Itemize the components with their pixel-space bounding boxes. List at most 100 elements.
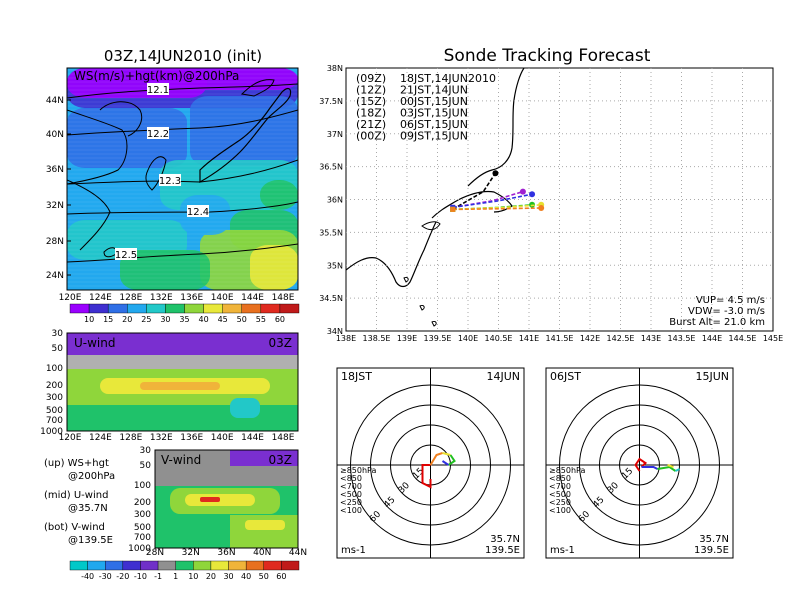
u-wind-label: U-wind xyxy=(74,336,115,350)
lat-tick-label: 44N xyxy=(46,96,64,106)
ws-scale-label: 15 xyxy=(103,315,113,324)
track-lat-label: 35.5N xyxy=(319,228,343,237)
ws-scale-label: 55 xyxy=(256,315,266,324)
u-level-label: 200 xyxy=(46,381,63,391)
hodo-trace xyxy=(442,452,451,456)
lon-tick-label: 124E xyxy=(89,433,112,443)
lat-tick-label: 36N xyxy=(46,165,64,175)
left-title: 03Z,14JUN2010 (init) xyxy=(104,47,262,65)
contour-label: 12.1 xyxy=(147,85,169,96)
v-wind-time: 03Z xyxy=(269,453,293,467)
wind-scale-label: 60 xyxy=(276,572,286,581)
hodo-date: 15JUN xyxy=(695,370,729,383)
u-level-label: 300 xyxy=(46,393,63,403)
legend-z: (21Z) xyxy=(356,118,386,131)
hodograph-2: 06JST 15JUN15304560≥850hPa<850<700<500<25… xyxy=(545,367,734,559)
note-line: @139.5E xyxy=(68,535,113,546)
wind-swatch xyxy=(157,560,176,571)
u-wind-time: 03Z xyxy=(269,336,293,350)
track-end-point xyxy=(529,191,536,198)
note-line: (mid) U-wind xyxy=(44,490,108,501)
v-level-label: 1000 xyxy=(128,544,151,554)
u-band xyxy=(140,382,220,390)
track-lat-label: 36.5N xyxy=(319,163,343,172)
note-line: (up) WS+hgt xyxy=(44,458,109,469)
wind-swatch xyxy=(105,560,124,571)
ws-blob xyxy=(190,96,298,166)
hodo-trace xyxy=(429,452,443,466)
note-line: @35.7N xyxy=(68,503,108,514)
lon-tick-label: 124E xyxy=(89,293,112,303)
hodo-trace xyxy=(657,465,677,472)
wind-swatch xyxy=(175,560,194,571)
v-band xyxy=(245,520,285,530)
ws-swatch xyxy=(184,303,204,314)
track-lon-label: 141E xyxy=(519,334,539,343)
ws-swatch xyxy=(146,303,166,314)
v-level-label: 30 xyxy=(140,446,152,456)
ws-blob xyxy=(67,168,157,208)
lon-tick-label: 36N xyxy=(217,548,235,558)
ws-swatch xyxy=(203,303,223,314)
hodo-unit: ms-1 xyxy=(550,545,575,556)
hodo-level: <850 xyxy=(340,474,362,483)
v-level-label: 100 xyxy=(134,481,151,491)
map-lat-ticks: 44N 40N 36N 32N 28N 24N xyxy=(46,96,71,281)
v-level-label: 700 xyxy=(134,533,151,543)
lon-tick-label: 40N xyxy=(253,548,271,558)
ws-heatmap xyxy=(67,68,298,290)
track-start-point xyxy=(450,206,456,212)
map-lon-ticks: 120E 124E 128E 132E 136E 140E 144E 148E xyxy=(59,293,295,303)
ws-blob xyxy=(260,180,298,210)
hodo-trace xyxy=(667,464,674,468)
legend-jst: 03JST,15JUN xyxy=(400,107,468,120)
v-wind-frame xyxy=(154,449,299,549)
contour-label-box xyxy=(147,127,169,139)
right-title: Sonde Tracking Forecast xyxy=(444,46,651,66)
wind-swatch xyxy=(193,560,212,571)
wind-scale-label: 30 xyxy=(223,572,233,581)
track-lon-label: 139E xyxy=(397,334,417,343)
lon-tick-label: 140E xyxy=(211,433,234,443)
lon-tick-label: 132E xyxy=(150,293,173,303)
legend-z: (00Z) xyxy=(356,130,386,143)
track-coast xyxy=(346,68,525,327)
track-lat-label: 37.5N xyxy=(319,97,343,106)
legend-jst: 00JST,15JUN xyxy=(400,95,468,108)
lon-tick-label: 28N xyxy=(146,548,164,558)
track-lat-label: 37N xyxy=(327,130,343,139)
lat-tick-label: 40N xyxy=(46,130,64,140)
v-wind-lat-ticks: 28N 32N 36N 40N 44N xyxy=(146,548,307,558)
wind-swatch xyxy=(245,560,264,571)
track-param: VDW= -3.0 m/s xyxy=(688,306,765,317)
ws-swatch xyxy=(260,303,281,314)
hodo-level: <500 xyxy=(549,490,571,499)
contour-label-box xyxy=(147,83,169,95)
legend-jst: 21JST,14JUN xyxy=(400,84,468,97)
lon-tick-label: 136E xyxy=(180,293,203,303)
track-lat-label: 36N xyxy=(327,196,343,205)
hodo-level: <100 xyxy=(549,506,571,515)
wind-swatch xyxy=(140,560,159,571)
lat-tick-label: 28N xyxy=(46,237,64,247)
hodo-trace xyxy=(641,466,658,470)
ws-blob xyxy=(120,250,210,290)
contour-label: 12.5 xyxy=(115,250,137,261)
legend-jst: 09JST,15JUN xyxy=(400,130,468,143)
track-end-point xyxy=(538,205,545,212)
track-line xyxy=(452,172,497,211)
u-level-label: 100 xyxy=(46,364,63,374)
hodo-unit: ms-1 xyxy=(341,545,366,556)
legend-z: (18Z) xyxy=(356,107,386,120)
track-series xyxy=(450,170,545,212)
map-frame xyxy=(66,67,299,291)
wind-swatch xyxy=(263,560,282,571)
u-band xyxy=(67,355,298,369)
ws-swatch xyxy=(127,303,147,314)
track-lon-label: 140E xyxy=(458,334,478,343)
hodo-lon: 139.5E xyxy=(694,545,729,556)
track-lon-label: 139.5E xyxy=(424,334,452,343)
hodo-trace xyxy=(675,468,680,472)
lon-tick-label: 140E xyxy=(211,293,234,303)
